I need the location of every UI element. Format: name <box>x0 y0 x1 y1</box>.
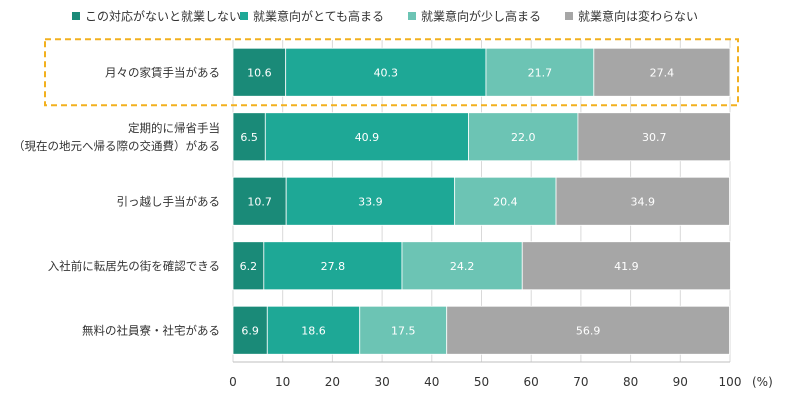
data-label: 18.6 <box>301 324 326 337</box>
bar-segment <box>266 305 361 355</box>
data-label: 33.9 <box>358 195 383 208</box>
bar-segment <box>446 305 730 355</box>
x-tick-label: 80 <box>623 375 638 389</box>
legend-label: 就業意向は変わらない <box>578 9 698 24</box>
data-label: 20.4 <box>493 195 518 208</box>
legend-swatch <box>565 12 573 20</box>
category-label: 無料の社員寮・社宅がある <box>82 323 220 337</box>
highlight-frame <box>44 38 739 107</box>
bar-segment <box>521 241 731 291</box>
bar-segment <box>264 112 469 162</box>
legend-item: この対応がないと就業しない <box>72 9 241 24</box>
data-label: 10.6 <box>247 66 272 79</box>
bar-segment <box>285 47 487 97</box>
data-label: 56.9 <box>576 324 601 337</box>
data-label: 24.2 <box>450 260 475 273</box>
x-tick-label: 70 <box>573 375 588 389</box>
data-label: 40.9 <box>355 131 380 144</box>
bar-segment <box>485 47 595 97</box>
legend-item: 就業意向が少し高まる <box>408 9 541 24</box>
data-label: 40.3 <box>374 66 399 79</box>
data-label: 41.9 <box>614 260 639 273</box>
bar-segment <box>577 112 731 162</box>
bar-segment <box>555 176 730 226</box>
legend-label: 就業意向がとても高まる <box>253 9 384 24</box>
bar-segment <box>232 305 268 355</box>
legend-item: 就業意向は変わらない <box>565 9 698 24</box>
category-label: 月々の家賃手当がある <box>105 65 220 79</box>
data-label: 6.9 <box>241 324 259 337</box>
bar-segment <box>285 176 456 226</box>
data-label: 6.2 <box>240 260 258 273</box>
data-label: 27.4 <box>650 66 675 79</box>
x-tick-label: 90 <box>673 375 688 389</box>
category-label: 引っ越し手当がある <box>117 194 221 208</box>
bar-segment <box>232 176 287 226</box>
data-label: 22.0 <box>511 131 536 144</box>
x-tick-label: 40 <box>424 375 439 389</box>
bars: 10.6 40.3 21.7 27.4 6.5 40.9 22.0 30.7 10.7 33.9 2… <box>232 47 731 355</box>
legend-swatch <box>408 12 416 20</box>
legend: この対応がないと就業しない 就業意向がとても高まる 就業意向が少し高まる 就業意向は変… <box>72 9 698 24</box>
data-label: 30.7 <box>642 131 667 144</box>
x-tick-label: 100 <box>719 375 742 389</box>
legend-swatch <box>72 12 80 20</box>
highlight-box <box>44 38 739 107</box>
x-tick-label: 60 <box>524 375 539 389</box>
bar-segment <box>468 112 579 162</box>
data-label: 27.8 <box>321 260 346 273</box>
x-tick-label: 30 <box>374 375 389 389</box>
bar-segment <box>263 241 403 291</box>
x-tick-label: 10 <box>275 375 290 389</box>
x-tick-label: 0 <box>229 375 237 389</box>
data-label: 21.7 <box>528 66 553 79</box>
x-tick-label: 50 <box>474 375 489 389</box>
x-tick-label: 20 <box>325 375 340 389</box>
x-axis: 0 10 20 30 40 50 60 70 80 90 100 (%) <box>229 361 773 389</box>
legend-item: 就業意向がとても高まる <box>240 9 384 24</box>
data-label: 10.7 <box>247 195 272 208</box>
unit-label: (%) <box>752 375 773 389</box>
data-label: 34.9 <box>631 195 656 208</box>
bar-segment <box>232 112 266 162</box>
legend-swatch <box>240 12 248 20</box>
category-label: 定期的に帰省手当 <box>128 121 220 135</box>
bar-segment <box>454 176 557 226</box>
bar-segment <box>593 47 731 97</box>
bar-segment <box>401 241 523 291</box>
bar-segment <box>232 47 287 97</box>
category-label: （現在の地元へ帰る際の交通費）がある <box>13 139 220 153</box>
category-label: 入社前に転居先の街を確認できる <box>48 259 220 273</box>
data-label: 6.5 <box>240 131 258 144</box>
legend-label: この対応がないと就業しない <box>85 9 241 24</box>
bar-segment <box>232 241 265 291</box>
legend-label: 就業意向が少し高まる <box>421 9 541 24</box>
data-label: 17.5 <box>391 324 416 337</box>
